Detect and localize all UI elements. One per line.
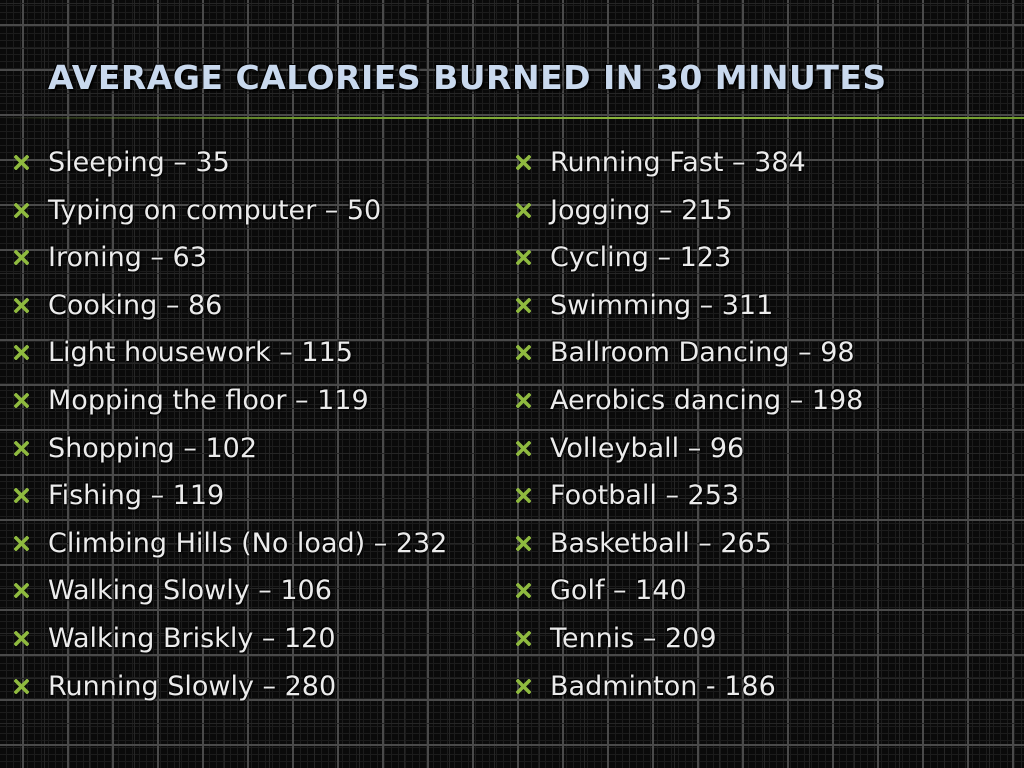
list-item-label: Ironing – 63 — [48, 242, 207, 274]
list-item-label: Golf – 140 — [550, 575, 687, 607]
list-item: Light housework – 115 — [12, 335, 482, 370]
list-item-label: Climbing Hills (No load) – 232 — [48, 527, 448, 559]
list-item: Volleyball – 96 — [514, 431, 1014, 466]
list-item-label: Aerobics dancing – 198 — [550, 384, 864, 416]
x-mark-bullet-icon — [14, 345, 29, 361]
title-underline — [0, 117, 1024, 119]
x-mark-bullet-icon — [516, 583, 531, 599]
list-item: Ballroom Dancing – 98 — [514, 335, 1014, 370]
list-item-label: Football – 253 — [550, 480, 740, 512]
list-item-label: Jogging – 215 — [550, 194, 733, 226]
x-mark-bullet-icon — [516, 488, 531, 504]
list-item-label: Shopping – 102 — [48, 432, 257, 464]
list-item-label: Badminton - 186 — [550, 670, 776, 702]
x-mark-bullet-icon — [14, 630, 29, 646]
list-item-label: Mopping the floor – 119 — [48, 384, 369, 416]
list-item: Running Slowly – 280 — [12, 669, 482, 704]
list-item: Jogging – 215 — [514, 193, 1014, 228]
list-item: Ironing – 63 — [12, 240, 482, 275]
list-item: Typing on computer – 50 — [12, 193, 482, 228]
x-mark-bullet-icon — [516, 345, 531, 361]
x-mark-bullet-icon — [516, 678, 531, 694]
list-item: Cooking – 86 — [12, 288, 482, 323]
list-item-label: Ballroom Dancing – 98 — [550, 337, 855, 369]
list-item-label: Tennis – 209 — [550, 622, 717, 654]
list-item: Tennis – 209 — [514, 621, 1014, 656]
x-mark-bullet-icon — [516, 392, 531, 408]
list-item-label: Typing on computer – 50 — [48, 194, 382, 226]
list-item: Aerobics dancing – 198 — [514, 383, 1014, 418]
x-mark-bullet-icon — [14, 678, 29, 694]
list-item: Golf – 140 — [514, 573, 1014, 608]
list-item-label: Sleeping – 35 — [48, 147, 230, 178]
list-item: Sleeping – 35 — [12, 145, 482, 180]
x-mark-bullet-icon — [14, 297, 29, 313]
list-item-label: Walking Slowly – 106 — [48, 575, 332, 607]
list-item: Walking Briskly – 120 — [12, 621, 482, 656]
list-item: Running Fast – 384 — [514, 145, 1014, 180]
x-mark-bullet-icon — [516, 202, 531, 218]
x-mark-bullet-icon — [14, 392, 29, 408]
list-item: Badminton - 186 — [514, 669, 1014, 704]
x-mark-bullet-icon — [516, 630, 531, 646]
x-mark-bullet-icon — [516, 440, 531, 456]
x-mark-bullet-icon — [516, 535, 531, 551]
x-mark-bullet-icon — [14, 488, 29, 504]
x-mark-bullet-icon — [516, 155, 531, 170]
list-item: Walking Slowly – 106 — [12, 573, 482, 608]
left-column-list: Sleeping – 35 Typing on computer – 50 Iron… — [12, 145, 482, 716]
list-item-label: Light housework – 115 — [48, 337, 353, 369]
x-mark-bullet-icon — [14, 250, 29, 266]
list-item-label: Fishing – 119 — [48, 480, 225, 512]
right-column-list: Running Fast – 384 Jogging – 215 Cycling –… — [514, 145, 1014, 716]
list-item-label: Running Slowly – 280 — [48, 670, 337, 702]
list-item: Swimming – 311 — [514, 288, 1014, 323]
x-mark-bullet-icon — [14, 202, 29, 218]
list-item-label: Cycling – 123 — [550, 242, 732, 274]
list-item: Football – 253 — [514, 478, 1014, 513]
list-item-label: Volleyball – 96 — [550, 432, 745, 464]
x-mark-bullet-icon — [516, 297, 531, 313]
x-mark-bullet-icon — [516, 250, 531, 266]
slide-title: Average Calories Burned in 30 Minutes — [48, 58, 887, 97]
x-mark-bullet-icon — [14, 535, 29, 551]
list-item-label: Walking Briskly – 120 — [48, 622, 336, 654]
x-mark-bullet-icon — [14, 155, 29, 170]
x-mark-bullet-icon — [14, 583, 29, 599]
list-item: Climbing Hills (No load) – 232 — [12, 526, 482, 561]
list-item: Cycling – 123 — [514, 240, 1014, 275]
list-item: Mopping the floor – 119 — [12, 383, 482, 418]
x-mark-bullet-icon — [14, 440, 29, 456]
list-item: Fishing – 119 — [12, 478, 482, 513]
list-item-label: Swimming – 311 — [550, 289, 774, 321]
list-item: Shopping – 102 — [12, 431, 482, 466]
list-item: Basketball – 265 — [514, 526, 1014, 561]
list-item-label: Running Fast – 384 — [550, 147, 806, 178]
list-item-label: Cooking – 86 — [48, 289, 223, 321]
list-item-label: Basketball – 265 — [550, 527, 772, 559]
